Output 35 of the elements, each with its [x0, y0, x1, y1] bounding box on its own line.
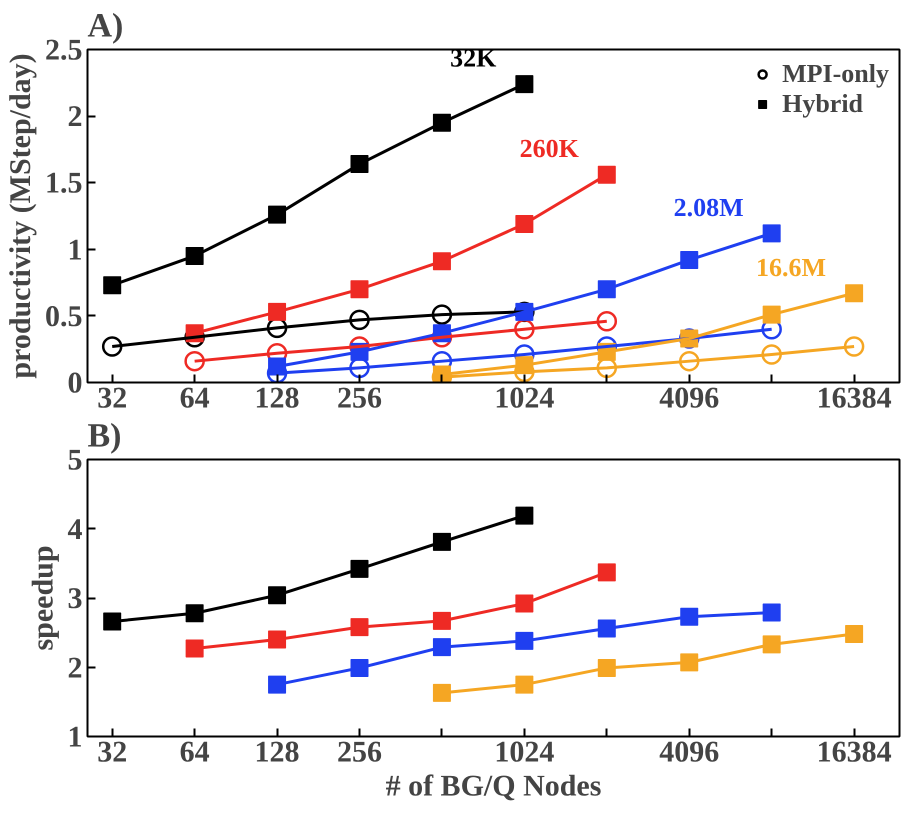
x-tick-label: 1024 — [494, 736, 554, 768]
x-tick-label: 64 — [180, 382, 210, 414]
legend-label: MPI-only — [782, 59, 889, 89]
y-tick-label: 2 — [68, 100, 82, 134]
x-tick-label: 4096 — [659, 736, 720, 768]
chart-title: B) — [88, 418, 122, 454]
y-axis-title: speedup — [26, 545, 60, 651]
y-tick-label: 1.5 — [45, 166, 82, 200]
y-tick-label: 0 — [68, 366, 82, 400]
legend-label: Hybrid — [782, 89, 864, 119]
y-tick-label: 1 — [68, 720, 82, 754]
x-tick-label: 128 — [254, 736, 300, 768]
annotation: 260K — [520, 134, 580, 164]
y-tick-label: 2.5 — [45, 34, 82, 66]
x-tick-label: 64 — [180, 736, 210, 768]
x-tick-label: 256 — [336, 382, 382, 414]
x-tick-label: 32 — [97, 736, 128, 768]
x-tick-label: 1024 — [494, 382, 554, 414]
y-tick-label: 0.5 — [45, 300, 82, 333]
y-axis-title: productivity (MStep/day) — [4, 53, 37, 379]
y-tick-label: 3 — [68, 582, 82, 615]
y-tick-label: 4 — [68, 512, 82, 546]
x-tick-label: 16384 — [816, 382, 892, 414]
x-tick-label: 128 — [254, 382, 300, 414]
annotation: 2.08M — [674, 192, 744, 222]
chart-title: A) — [88, 8, 124, 44]
y-tick-label: 2 — [68, 651, 82, 684]
x-axis-title: # of BG/Q Nodes — [386, 770, 602, 802]
x-tick-label: 256 — [336, 736, 382, 768]
y-tick-label: 1 — [68, 233, 82, 266]
x-tick-label: 4096 — [659, 382, 720, 414]
x-tick-label: 16384 — [816, 736, 892, 768]
y-tick-label: 5 — [68, 444, 82, 476]
x-tick-label: 32 — [97, 382, 128, 414]
annotation: 16.6M — [756, 252, 826, 282]
